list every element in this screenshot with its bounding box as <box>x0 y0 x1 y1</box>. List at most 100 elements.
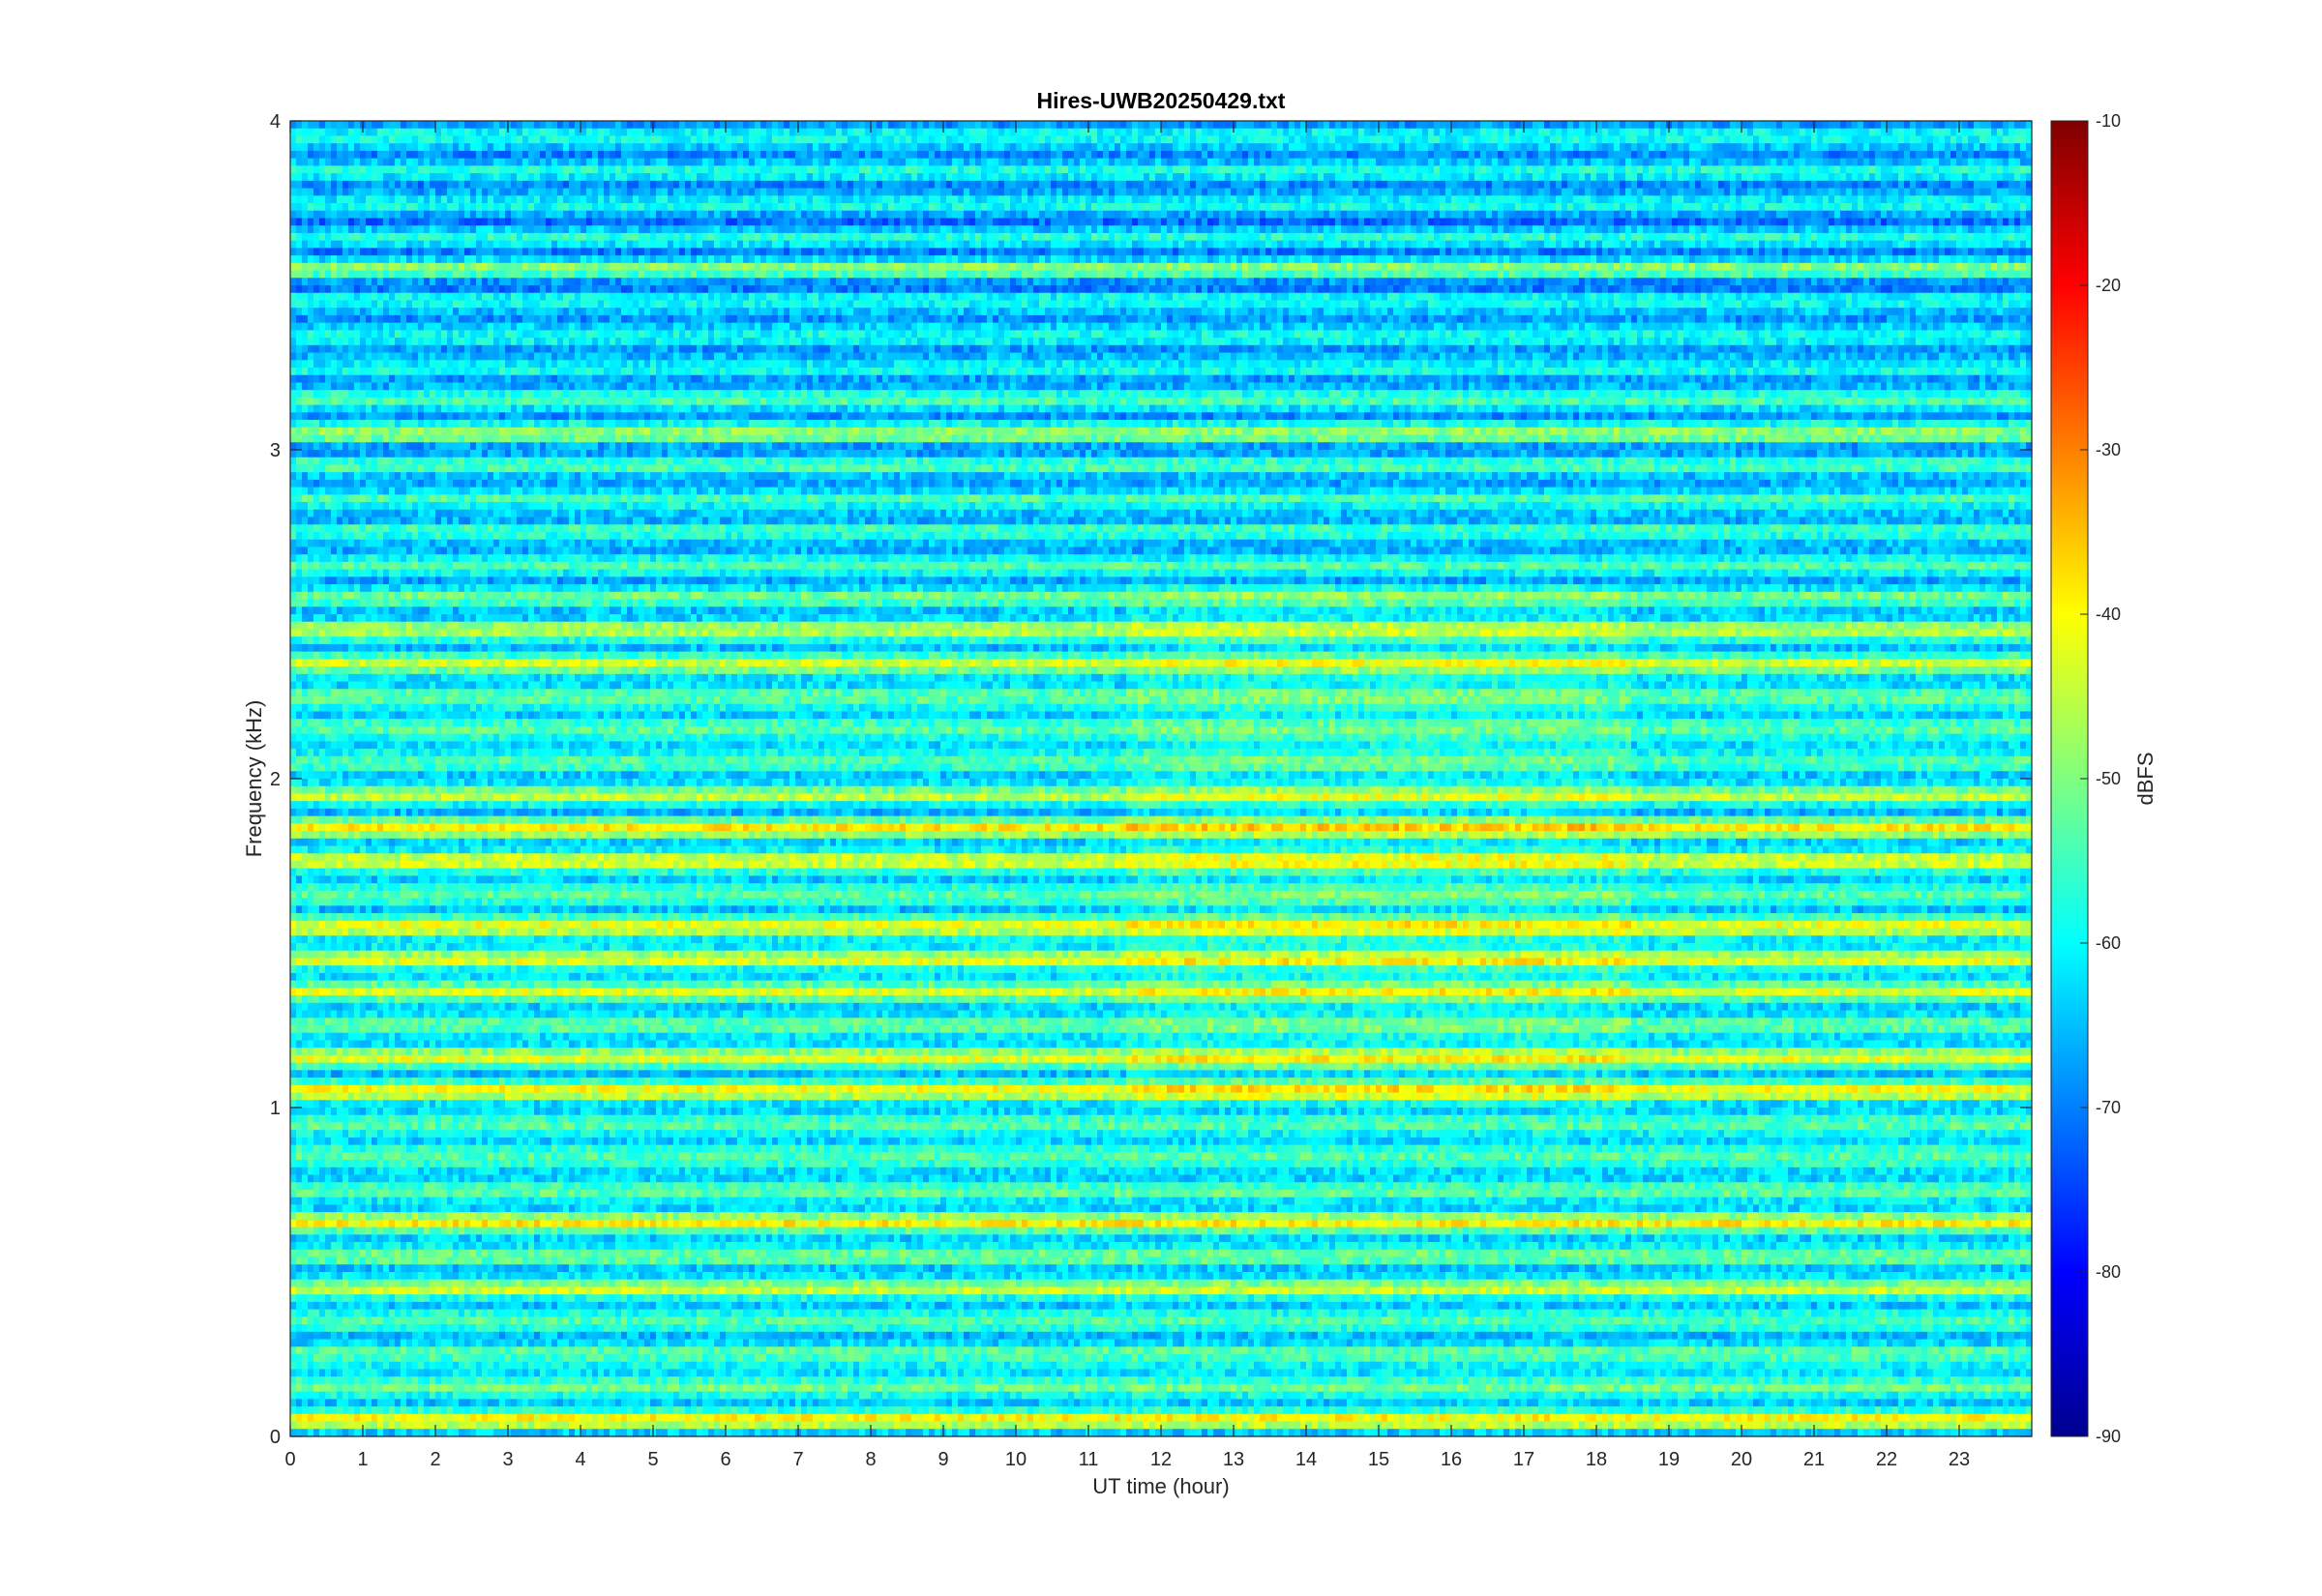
heatmap-cell <box>877 218 883 225</box>
heatmap-cell <box>848 165 854 173</box>
heatmap-cell <box>1376 211 1383 219</box>
heatmap-cell <box>917 129 924 136</box>
heatmap-cell <box>1521 173 1528 181</box>
heatmap-cell <box>1074 165 1081 173</box>
heatmap-cell <box>1805 189 1812 196</box>
heatmap-cell <box>1027 159 1034 166</box>
heatmap-cell <box>1271 143 1278 151</box>
heatmap-cell <box>1562 173 1568 181</box>
heatmap-cell <box>540 121 547 129</box>
heatmap-cell <box>1945 189 1951 196</box>
heatmap-cell <box>348 129 355 136</box>
heatmap-cell <box>1086 151 1092 159</box>
heatmap-cell <box>342 181 349 189</box>
heatmap-cell <box>1881 218 1888 225</box>
heatmap-cell <box>296 181 303 189</box>
heatmap-cell <box>819 189 825 196</box>
heatmap-cell <box>383 218 390 225</box>
heatmap-cell <box>1440 135 1446 143</box>
heatmap-cell <box>1469 218 1475 225</box>
heatmap-cell <box>551 129 558 136</box>
heatmap-cell <box>708 135 715 143</box>
heatmap-cell <box>1016 135 1023 143</box>
heatmap-cell <box>836 173 843 181</box>
heatmap-cell <box>1196 211 1203 219</box>
heatmap-cell <box>1701 211 1708 219</box>
heatmap-cell <box>1916 189 1922 196</box>
heatmap-cell <box>1753 143 1760 151</box>
heatmap-cell <box>1649 121 1655 129</box>
heatmap-cell <box>1875 143 1882 151</box>
heatmap-cell <box>586 129 593 136</box>
heatmap-cell <box>1881 165 1888 173</box>
heatmap-cell <box>1614 121 1621 129</box>
heatmap-cell <box>1364 218 1371 225</box>
heatmap-cell <box>1451 129 1458 136</box>
heatmap-cell <box>1474 135 1481 143</box>
heatmap-cell <box>1016 203 1023 211</box>
heatmap-cell <box>1759 189 1766 196</box>
heatmap-cell <box>1683 189 1690 196</box>
heatmap-cell <box>1921 211 1928 219</box>
heatmap-cell <box>290 211 297 219</box>
heatmap-cell <box>906 181 912 189</box>
heatmap-cell <box>1068 181 1075 189</box>
heatmap-cell <box>726 159 732 166</box>
heatmap-cell <box>888 189 895 196</box>
heatmap-cell <box>743 121 750 129</box>
heatmap-cell <box>331 181 338 189</box>
heatmap-cell <box>1324 135 1330 143</box>
heatmap-cell <box>1178 121 1185 129</box>
heatmap-cell <box>1887 151 1893 159</box>
heatmap-cell <box>894 225 901 233</box>
heatmap-cell <box>308 121 314 129</box>
heatmap-cell <box>1509 129 1516 136</box>
heatmap-cell <box>1341 135 1348 143</box>
heatmap-cell <box>418 129 425 136</box>
heatmap-cell <box>1654 129 1661 136</box>
heatmap-cell <box>824 181 831 189</box>
heatmap-cell <box>1858 211 1864 219</box>
heatmap-cell <box>952 159 959 166</box>
heatmap-cell <box>372 225 378 233</box>
heatmap-cell <box>1910 203 1917 211</box>
heatmap-cell <box>1295 211 1301 219</box>
heatmap-cell <box>424 203 431 211</box>
heatmap-cell <box>1823 135 1830 143</box>
heatmap-cell <box>482 181 489 189</box>
heatmap-cell <box>668 203 674 211</box>
heatmap-cell <box>372 173 378 181</box>
heatmap-cell <box>1091 195 1098 203</box>
heatmap-cell <box>1469 151 1475 159</box>
heatmap-cell <box>540 129 547 136</box>
heatmap-cell <box>772 121 779 129</box>
heatmap-cell <box>1747 143 1754 151</box>
heatmap-cell <box>720 181 727 189</box>
heatmap-cell <box>1805 218 1812 225</box>
heatmap-cell <box>1411 195 1417 203</box>
heatmap-cell <box>325 195 332 203</box>
heatmap-cell <box>795 143 802 151</box>
heatmap-cell <box>1840 173 1847 181</box>
heatmap-cell <box>1910 173 1917 181</box>
heatmap-cell <box>1921 165 1928 173</box>
heatmap-cell <box>807 203 814 211</box>
heatmap-cell <box>1283 151 1290 159</box>
heatmap-cell <box>1904 195 1911 203</box>
heatmap-cell <box>1178 159 1185 166</box>
heatmap-cell <box>1271 135 1278 143</box>
heatmap-cell <box>406 203 413 211</box>
heatmap-cell <box>1817 203 1824 211</box>
heatmap-cell <box>1341 203 1348 211</box>
heatmap-cell <box>1144 195 1150 203</box>
heatmap-cell <box>488 181 494 189</box>
heatmap-cell <box>447 121 454 129</box>
heatmap-cell <box>1591 181 1597 189</box>
heatmap-cell <box>1254 173 1261 181</box>
heatmap-cell <box>993 173 999 181</box>
heatmap-cell <box>1805 159 1812 166</box>
heatmap-cell <box>528 225 535 233</box>
heatmap-cell <box>1817 211 1824 219</box>
heatmap-cell <box>1533 189 1539 196</box>
heatmap-cell <box>1103 195 1110 203</box>
